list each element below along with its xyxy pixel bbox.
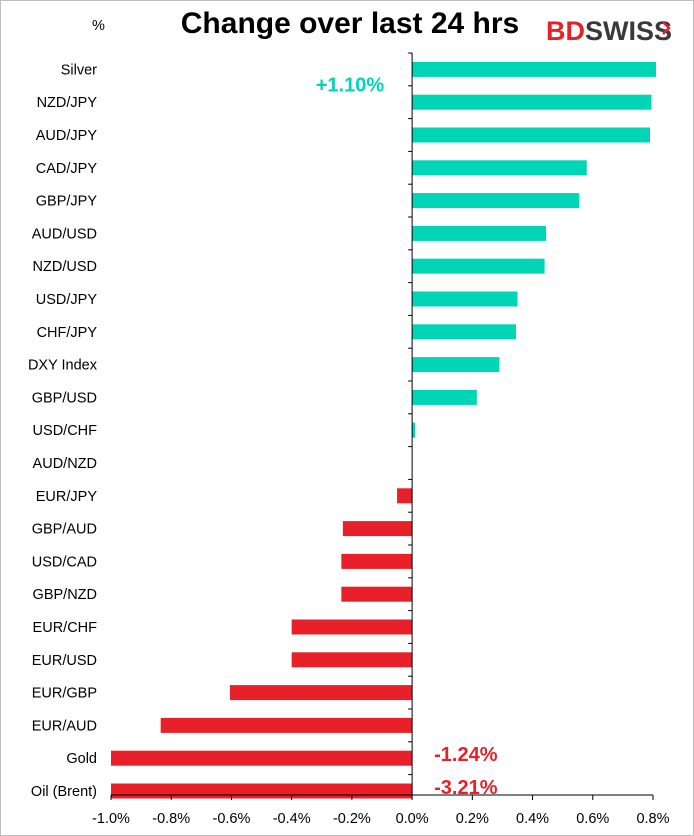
chart-title: Change over last 24 hrs — [181, 7, 519, 40]
bar-aud-usd — [412, 225, 547, 241]
category-label: NZD/USD — [33, 259, 97, 275]
category-label: AUD/JPY — [36, 128, 98, 144]
bar-dxy-index — [412, 357, 500, 373]
category-label: USD/JPY — [36, 292, 98, 308]
brand-logo-bd: BDSWISS — [546, 16, 672, 46]
bar-cad-jpy — [412, 160, 587, 176]
bar-chf-jpy — [412, 324, 516, 340]
unit-label: % — [92, 18, 105, 34]
bar-usd-chf — [412, 422, 416, 438]
bar-gbp-usd — [412, 389, 477, 405]
x-tick-label: 0.6% — [576, 811, 609, 827]
x-tick-label: 0.0% — [396, 811, 429, 827]
bar-gold — [111, 750, 413, 766]
x-tick-label: -0.6% — [212, 811, 250, 827]
x-tick-label: -0.2% — [333, 811, 371, 827]
bar-eur-usd — [291, 652, 413, 668]
category-label: GBP/AUD — [32, 522, 97, 538]
annotation-label: +1.10% — [316, 74, 385, 96]
x-tick-label: 0.8% — [636, 811, 669, 827]
bar-usd-cad — [341, 553, 413, 569]
bar-aud-jpy — [412, 127, 650, 143]
x-tick-label: -0.8% — [152, 811, 190, 827]
x-tick-label: 0.4% — [516, 811, 549, 827]
category-label: USD/CAD — [32, 554, 97, 570]
category-label: AUD/USD — [32, 226, 97, 242]
category-label: GBP/JPY — [36, 194, 98, 210]
category-label: EUR/CHF — [33, 620, 98, 636]
category-label: Oil (Brent) — [31, 784, 97, 800]
x-tick-label: -1.0% — [92, 811, 130, 827]
category-label: CHF/JPY — [37, 325, 98, 341]
category-label: DXY Index — [28, 358, 98, 374]
category-label: AUD/NZD — [33, 456, 97, 472]
bar-oil-brent- — [111, 783, 413, 799]
chevron-right-icon — [662, 21, 671, 35]
bar-nzd-jpy — [412, 94, 652, 110]
annotation-label: -1.24% — [434, 744, 498, 766]
bar-eur-aud — [160, 717, 413, 733]
bar-silver — [412, 61, 657, 77]
category-label: EUR/JPY — [36, 489, 98, 505]
category-label: USD/CHF — [33, 423, 98, 439]
x-tick-label: -0.4% — [273, 811, 311, 827]
x-tick-label: 0.2% — [456, 811, 489, 827]
category-label: CAD/JPY — [36, 161, 98, 177]
category-label: Silver — [61, 62, 97, 78]
bar-gbp-nzd — [341, 586, 413, 602]
bar-eur-jpy — [397, 488, 413, 504]
category-label: Gold — [66, 751, 97, 767]
category-label: NZD/JPY — [37, 95, 98, 111]
bar-usd-jpy — [412, 291, 518, 307]
brand-logo: BDSWISS — [546, 16, 672, 46]
bar-gbp-jpy — [412, 193, 580, 209]
bar-gbp-aud — [342, 521, 413, 537]
category-label: GBP/NZD — [33, 587, 97, 603]
annotation-label: -3.21% — [434, 777, 498, 799]
bar-eur-chf — [291, 619, 413, 635]
bar-eur-gbp — [229, 685, 413, 701]
bar-nzd-usd — [412, 258, 545, 274]
category-label: GBP/USD — [32, 390, 97, 406]
category-label: EUR/AUD — [32, 718, 97, 734]
category-label: EUR/GBP — [32, 686, 97, 702]
category-label: EUR/USD — [32, 653, 97, 669]
